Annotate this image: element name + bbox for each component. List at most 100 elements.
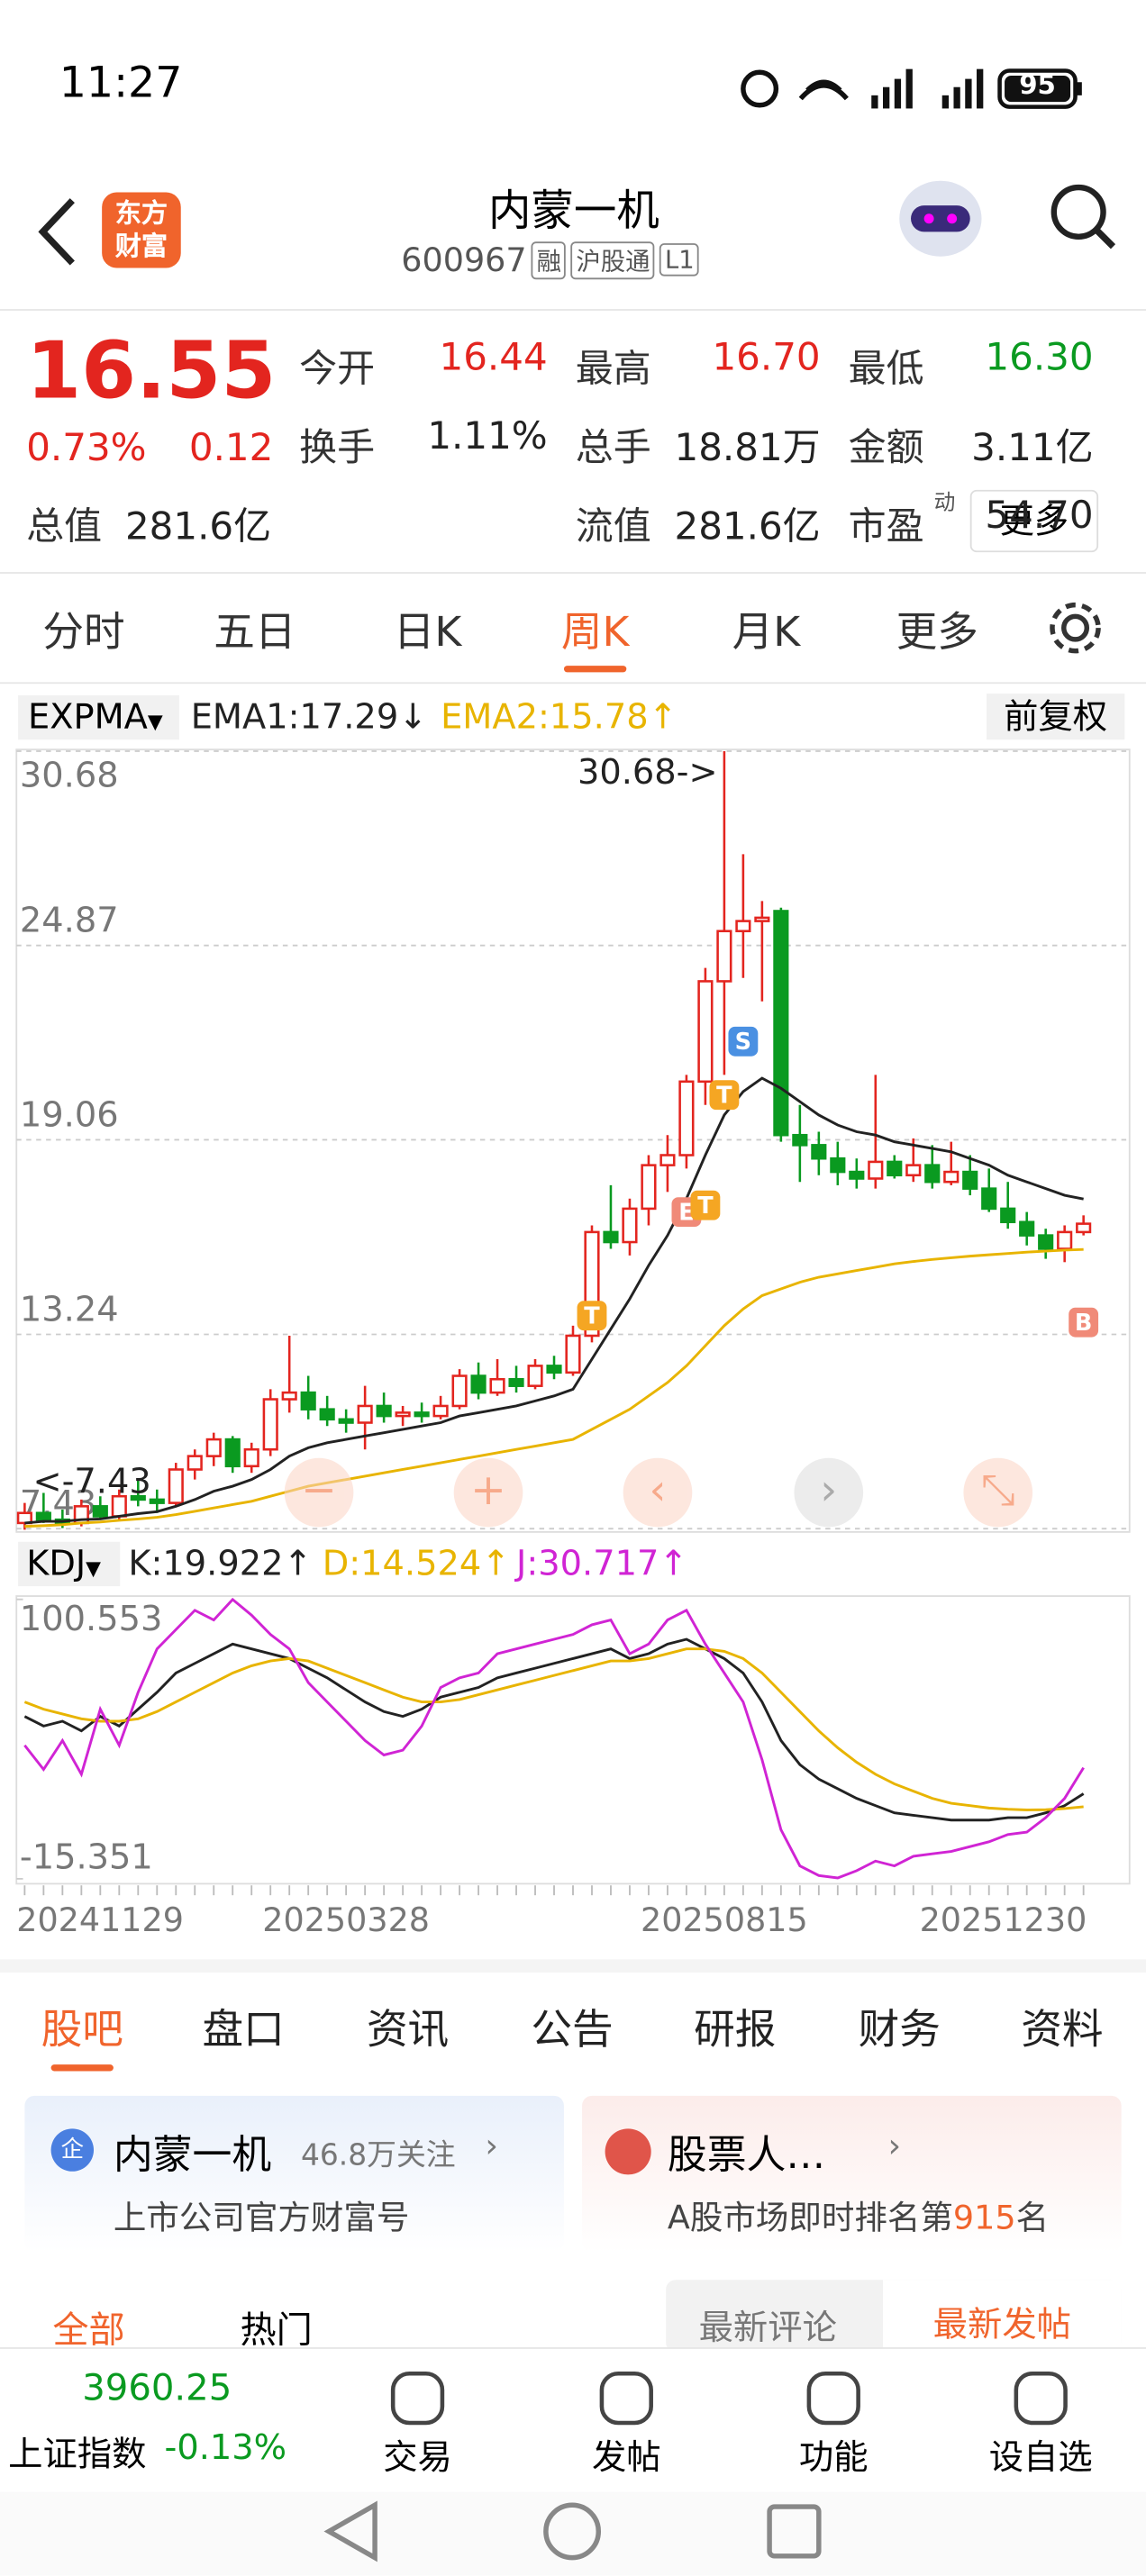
candle-body [395,1411,411,1418]
indicator-select[interactable]: EXPMA▼ [18,694,179,740]
legend: K:19.922↑ [128,1543,313,1583]
bar-icon [390,2371,445,2426]
bar-item[interactable]: 发帖 [591,2437,661,2478]
chart-control[interactable]: − [284,1457,354,1528]
candle-body [92,1505,108,1518]
field-label: 金额 [848,427,924,470]
index-name: 上证指数 [8,2434,147,2474]
period-tab[interactable]: 五日 [214,608,296,657]
candle-body [830,1156,846,1174]
field-label: 流值 [575,506,651,549]
nav-icons [323,2500,822,2562]
content-tab[interactable]: 资料 [1021,2005,1104,2054]
content-tab[interactable]: 资讯 [366,2005,450,2054]
field-sup: 动 [933,491,956,517]
assistant[interactable] [895,174,993,263]
svg-text:−: − [301,1465,337,1515]
candle-body [754,916,770,922]
card-subtitle: 上市公司官方财富号 [113,2197,410,2237]
battery: 95 [1019,68,1056,101]
chart-control[interactable]: ‹ [623,1457,693,1528]
status-icons [741,68,1082,109]
indicator-select[interactable]: KDJ▼ [18,1541,121,1587]
candle-body [981,1187,997,1211]
text: A股市场即时排名第 [667,2197,953,2237]
legend: EMA1:17.29↓ [190,696,428,737]
x-tick-label: 20250328 [262,1900,430,1939]
candle-body [470,1374,487,1394]
signal-label: S [735,1029,751,1056]
filter[interactable]: 全部 [52,2310,125,2353]
signal-label: E [678,1199,694,1226]
card[interactable]: 股票人… › A股市场即时排名第915名 [582,2095,1122,2253]
period-tab[interactable]: 更多 [896,608,978,657]
field-label: 换手 [299,427,376,470]
field-label: 总值 [26,506,103,549]
bar-item[interactable]: 功能 [798,2437,869,2478]
period-tab[interactable]: 日K [393,608,462,657]
period-tab[interactable]: 周K [560,608,630,657]
candle-body [1076,1222,1092,1234]
nav-bar [0,2491,1146,2576]
bar-item[interactable]: 交易 [383,2437,452,2478]
candle-body [508,1377,524,1387]
y-tick-label: 19.06 [20,1094,119,1135]
bar-icon [806,2371,860,2426]
field-value: 3.11亿 [971,427,1094,470]
candle-body [262,1398,278,1451]
sort[interactable]: 最新评论 [698,2308,837,2348]
settings[interactable] [1046,598,1105,658]
chart-control[interactable]: ⤡ [963,1457,1033,1528]
legend: D:14.524↑ [322,1543,511,1583]
max-label: 30.68-> [578,752,718,793]
chart-control[interactable]: › [794,1457,864,1528]
content-tab[interactable]: 研报 [694,2005,777,2054]
field-value: 16.44 [439,337,548,380]
content-tab[interactable]: 财务 [858,2005,941,2054]
candle-body [659,1154,676,1166]
more-button[interactable]: 更多 [969,489,1099,553]
logo: 东方 财富 [102,192,181,268]
svg-text:⤡: ⤡ [981,1465,1015,1515]
field-value: 18.81万 [674,427,821,470]
y-tick-label: 24.87 [20,901,119,941]
filter[interactable]: 热门 [240,2310,313,2353]
time: 11:27 [59,59,183,109]
bar-item[interactable]: 设自选 [988,2437,1093,2478]
candle-body [357,1404,373,1424]
logo-text: 财富 [114,230,168,262]
signal [709,1080,740,1111]
candle-body [376,1404,392,1418]
tab-underline [563,666,627,673]
candle-body [943,1170,960,1184]
search[interactable] [1047,181,1119,253]
candle-body [546,1365,562,1374]
card[interactable]: 企 内蒙一机 46.8万关注 › 上市公司官方财富号 [24,2095,564,2253]
content-tab[interactable]: 盘口 [202,2005,285,2054]
tab-underline [50,2064,114,2072]
svg-text:+: + [470,1465,506,1515]
candle-body [338,1418,354,1424]
period-tab[interactable]: 月K [732,608,801,657]
back[interactable] [30,194,82,269]
content-tab[interactable]: 公告 [531,2005,614,2054]
candle-body [300,1391,316,1410]
chart-control[interactable]: + [453,1457,523,1528]
content-tab[interactable]: 股吧 [41,2005,123,2054]
tag: 融 [532,240,567,279]
field-value: 281.6亿 [674,506,821,549]
min-label: <-7.43 [32,1462,150,1502]
candle-body [35,1511,51,1521]
stock-code: 600967 [401,240,527,280]
x-tick-label: 20251230 [920,1900,1087,1939]
field-label: 最高 [575,348,651,392]
divider [0,682,1146,685]
period-tab[interactable]: 分时 [42,608,125,657]
adjust-button[interactable]: 前复权 [986,694,1125,740]
candle-body [1038,1234,1054,1250]
candle-body [716,930,732,983]
candle-body [849,1170,865,1180]
candle-body [811,1144,827,1160]
sort[interactable]: 最新发帖 [883,2280,1122,2353]
